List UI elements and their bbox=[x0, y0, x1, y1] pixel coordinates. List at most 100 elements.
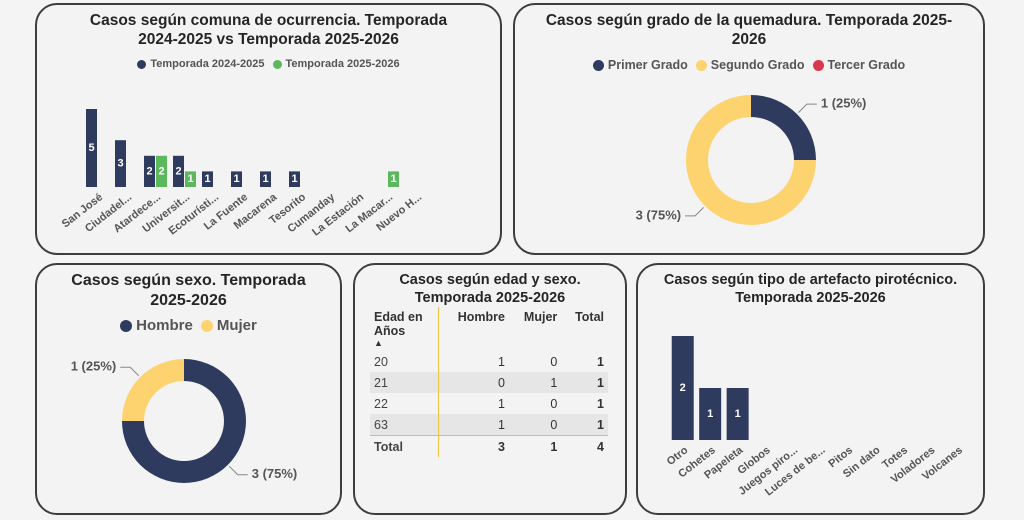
legend-item: Segundo Grado bbox=[695, 58, 805, 72]
table-cell: 22 bbox=[370, 393, 439, 414]
chart-title: Casos según grado de la quemadura. Tempo… bbox=[545, 12, 953, 49]
legend-label: Temporada 2025-2026 bbox=[285, 58, 400, 70]
donut-slice bbox=[751, 95, 816, 160]
bar bbox=[260, 171, 271, 187]
leader-line bbox=[798, 103, 817, 113]
total-cell: Total bbox=[370, 435, 439, 457]
data-label: 1 bbox=[233, 173, 239, 185]
chart-title: Casos según tipo de artefacto pirotécnic… bbox=[663, 272, 958, 307]
bar bbox=[86, 109, 97, 187]
panel: Casos según sexo. Temporada 2025-2026 Ho… bbox=[35, 263, 342, 515]
legend-marker bbox=[120, 319, 133, 332]
data-label: 3 bbox=[117, 158, 123, 170]
table-row: 22 1 0 1 bbox=[370, 393, 608, 414]
chart: 3 (75%) 1 (25%) bbox=[71, 359, 298, 483]
table-cell: 21 bbox=[370, 372, 439, 393]
data-label: 1 bbox=[735, 408, 741, 420]
column-header: Hombre bbox=[457, 310, 505, 324]
table-cell: 63 bbox=[370, 414, 439, 436]
bar bbox=[388, 171, 399, 187]
legend-label: Temporada 2024-2025 bbox=[150, 58, 265, 70]
table-cell: 0 bbox=[508, 414, 562, 436]
leader-line bbox=[685, 207, 704, 217]
table-cell: 1 bbox=[498, 354, 505, 369]
table-cell: 1 bbox=[438, 414, 509, 436]
table-cell: 1 bbox=[561, 414, 608, 436]
panel: Casos según edad y sexo. Temporada 2025-… bbox=[353, 263, 627, 515]
legend-item: Temporada 2025-2026 bbox=[272, 58, 400, 70]
legend-label: Mujer bbox=[216, 317, 257, 334]
data-label: 2 bbox=[146, 165, 152, 177]
table-cell: 0 bbox=[550, 354, 558, 369]
bar bbox=[671, 336, 694, 440]
data-label: 5 bbox=[88, 142, 94, 154]
donut-slice bbox=[122, 359, 184, 421]
data-label: 3 (75%) bbox=[252, 466, 298, 481]
data-label: 1 (25%) bbox=[821, 96, 867, 111]
legend-item: Temporada 2024-2025 bbox=[137, 58, 265, 70]
bar bbox=[173, 155, 184, 187]
table-cell: 20 bbox=[370, 351, 439, 372]
column-header: Mujer bbox=[523, 310, 558, 324]
bar bbox=[185, 171, 196, 187]
legend: Primer Grado Segundo Grado Tercer Grado bbox=[515, 58, 983, 72]
legend-label: Primer Grado bbox=[607, 58, 688, 72]
panel: Casos según tipo de artefacto pirotécnic… bbox=[636, 263, 985, 515]
data-label: 1 bbox=[204, 173, 210, 185]
legend-marker bbox=[812, 59, 824, 71]
donut-slice bbox=[686, 95, 816, 225]
chart-title: Casos según comuna de ocurrencia. Tempor… bbox=[89, 12, 448, 49]
legend-item: Mujer bbox=[200, 317, 257, 334]
chart-title: Casos según sexo. Temporada 2025-2026 bbox=[71, 272, 306, 309]
data-label: 1 (25%) bbox=[71, 359, 117, 374]
bar bbox=[726, 388, 749, 440]
data-label: 1 bbox=[291, 173, 297, 185]
legend: Temporada 2024-2025 Temporada 2025-2026 bbox=[37, 58, 500, 70]
table-cell: 1 bbox=[508, 372, 562, 393]
table-row: 20 1 0 1 bbox=[370, 351, 608, 372]
data-label: 2 bbox=[158, 165, 164, 177]
table-row: 63 1 0 1 bbox=[370, 414, 608, 436]
table-cell: 1 bbox=[597, 396, 604, 411]
panel: Casos según grado de la quemadura. Tempo… bbox=[513, 3, 985, 255]
data-label: 2 bbox=[175, 165, 181, 177]
legend-item: Tercer Grado bbox=[812, 58, 906, 72]
bar bbox=[156, 155, 167, 187]
legend-item: Hombre bbox=[120, 317, 193, 334]
bar bbox=[699, 388, 722, 440]
column-header-text: Edad en Años bbox=[374, 310, 423, 338]
table-cell: 0 bbox=[550, 396, 558, 411]
data-label: 1 bbox=[707, 408, 713, 420]
legend-marker bbox=[272, 59, 282, 69]
table: Edad en Años ▲ Hombre Mujer Total 20 1 0 1 21… bbox=[370, 307, 608, 457]
table-cell: 1 bbox=[561, 372, 608, 393]
column-header: Edad en Años ▲ bbox=[370, 307, 439, 351]
bar bbox=[202, 171, 213, 187]
leader-line bbox=[120, 366, 140, 377]
data-label: 1 bbox=[262, 173, 268, 185]
bar bbox=[289, 171, 300, 187]
legend-marker bbox=[695, 59, 707, 71]
legend-label: Segundo Grado bbox=[710, 58, 805, 72]
legend-marker bbox=[592, 59, 604, 71]
total-cell: 4 bbox=[561, 435, 608, 457]
column-header: Total bbox=[575, 310, 604, 324]
leader-line bbox=[228, 465, 248, 476]
legend-marker bbox=[137, 59, 147, 69]
sort-icon[interactable]: ▲ bbox=[374, 338, 383, 348]
legend-label: Tercer Grado bbox=[827, 58, 906, 72]
total-row: Total 3 1 4 bbox=[370, 435, 608, 457]
data-label: 2 bbox=[680, 382, 686, 394]
panel: Casos según comuna de ocurrencia. Tempor… bbox=[35, 3, 502, 255]
data-label: 3 (75%) bbox=[636, 207, 682, 222]
bar bbox=[144, 155, 155, 187]
table-title: Casos según edad y sexo. Temporada 2025-… bbox=[399, 272, 581, 307]
header-row: Edad en Años ▲ Hombre Mujer Total bbox=[370, 307, 608, 351]
legend: Hombre Mujer bbox=[37, 317, 340, 334]
chart: 1 (25%) 3 (75%) bbox=[636, 95, 867, 225]
table-row: 21 0 1 1 bbox=[370, 372, 608, 393]
donut-slice bbox=[122, 359, 246, 483]
table-cell: 1 bbox=[597, 354, 604, 369]
